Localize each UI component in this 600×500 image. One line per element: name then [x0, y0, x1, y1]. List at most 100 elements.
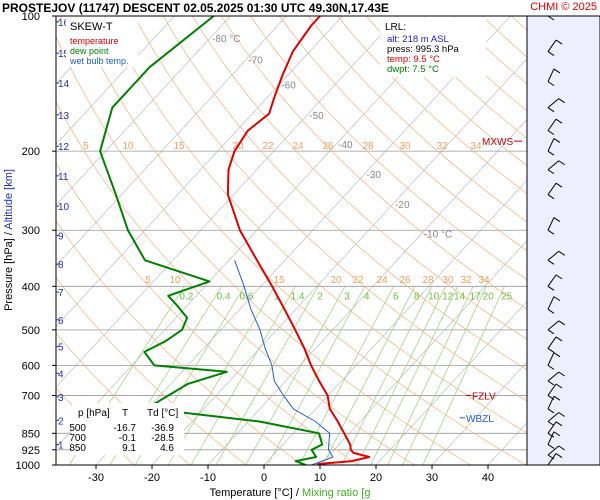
mixing-ratio-label: 8	[414, 291, 420, 302]
dry-adiabat	[56, 220, 303, 465]
wind-barb-flag	[547, 444, 555, 449]
wind-barb-flag	[547, 81, 555, 87]
x-tick-label: -10	[200, 472, 216, 484]
mixing-ratio-label: 6	[393, 291, 399, 302]
wind-barb	[547, 296, 555, 310]
levels-table-cell: -28.5	[151, 433, 174, 444]
isotherm-label: -40	[338, 140, 353, 151]
theta-e-label: 28	[362, 141, 374, 152]
altitude-tick-label: 14	[58, 79, 70, 90]
isotherm-label: -80 °C	[212, 34, 240, 45]
wind-barb-flag	[547, 348, 555, 353]
mixing-ratio-label: 2	[317, 291, 323, 302]
isotherm-label: -60	[281, 80, 296, 91]
wind-barb	[547, 412, 560, 422]
wind-barb-flag	[553, 68, 561, 74]
wind-barb-flag	[555, 118, 563, 124]
wind-barb	[547, 98, 560, 109]
wind-panel	[527, 16, 600, 465]
wind-barb	[547, 431, 555, 445]
mixing-ratio-label: 4	[364, 291, 370, 302]
theta-e-label: 10	[122, 141, 134, 152]
wind-barb	[547, 421, 557, 434]
mixing-ratio-line	[422, 286, 505, 465]
mixing-ratio-label: 25	[501, 291, 513, 302]
isotherm-line	[431, 361, 527, 465]
x-tick-label: 20	[370, 472, 382, 484]
dry-adiabat	[56, 101, 415, 465]
wind-barb-flag	[553, 296, 561, 302]
wind-barb	[547, 371, 560, 382]
theta-e-label: 24	[376, 275, 388, 286]
wind-barb-flag	[547, 130, 555, 136]
theta-e-label: 26	[399, 275, 411, 286]
wind-barb	[547, 250, 560, 261]
series-line-dew-point	[99, 16, 324, 465]
mixing-ratio-line	[322, 286, 416, 465]
lrl-line: dwpt: 7.5 °C	[387, 64, 439, 75]
pressure-tick-label: 850	[22, 428, 40, 440]
wind-barb-flag	[547, 454, 555, 460]
wind-barb	[547, 138, 555, 152]
wind-barb-flag	[558, 445, 566, 451]
x-tick-label: -20	[144, 472, 160, 484]
theta-e-label: 10	[169, 275, 181, 286]
dry-adiabat	[56, 162, 359, 465]
wind-barb-flag	[548, 464, 549, 465]
x-tick-label: 0	[261, 472, 267, 484]
mixing-ratio-label: 12	[442, 291, 454, 302]
altitude-tick-label: 13	[58, 111, 70, 122]
mixing-ratio-line	[245, 286, 346, 465]
lrl-box	[380, 17, 486, 77]
levels-table-cell: 700	[69, 433, 86, 444]
wind-barb-flag	[555, 39, 563, 45]
wind-barb-flag	[547, 380, 555, 386]
lrl-line: temp: 9.5 °C	[387, 54, 440, 65]
x-tick-label: 10	[314, 472, 326, 484]
wind-barb-flag	[547, 194, 555, 200]
mixing-ratio-label: 17	[470, 291, 482, 302]
wind-barb-flag	[553, 395, 561, 401]
isotherm-line	[95, 16, 511, 465]
altitude-tick-label: 1	[58, 440, 64, 451]
isotherm-line	[375, 301, 527, 465]
isotherm-label: -10 °C	[424, 229, 452, 240]
isotherm-line	[56, 16, 287, 267]
wind-barb-flag	[547, 329, 555, 335]
theta-e-label: 34	[478, 275, 490, 286]
mixing-ratio-label: 20	[483, 291, 495, 302]
wind-barb-flag	[555, 383, 563, 389]
dry-adiabat	[279, 16, 527, 251]
plot-frame	[55, 15, 600, 466]
levels-table-header: Td [°C]	[147, 408, 178, 419]
dry-adiabat	[133, 16, 527, 402]
dry-adiabat	[221, 16, 527, 310]
wind-barb	[547, 336, 557, 349]
levels-table-header: p [hPa]	[78, 408, 110, 419]
lrl-title: LRL:	[385, 22, 406, 33]
wind-barb-flag	[558, 98, 566, 104]
wind-barb-flag	[558, 250, 566, 256]
altitude-tick-label: 8	[58, 260, 64, 271]
series-line-temperature	[226, 16, 371, 465]
wind-barb-flag	[547, 421, 555, 426]
theta-e-label: 30	[442, 275, 454, 286]
legend-item: temperature	[70, 36, 119, 46]
levels-table-cell: 850	[69, 443, 86, 454]
wind-barb-flag	[558, 320, 566, 326]
altitude-tick-label: 5	[58, 343, 64, 354]
mixing-ratio-label: 3	[344, 291, 350, 302]
levels-table-cell: 500	[69, 423, 86, 434]
theta-e-label: 15	[173, 141, 185, 152]
pressure-tick-label: 1000	[16, 460, 40, 472]
wind-barb-flag	[558, 412, 566, 417]
isotherm-line	[56, 16, 175, 145]
altitude-tick-label: 3	[58, 393, 64, 404]
mixing-ratio-label: 10	[428, 291, 440, 302]
marker-label: WBZL	[466, 414, 494, 425]
theta-e-label: 32	[436, 141, 448, 152]
wind-barb-flag	[558, 160, 566, 166]
wind-barb	[547, 445, 560, 456]
levels-table-cell: -16.7	[113, 423, 136, 434]
